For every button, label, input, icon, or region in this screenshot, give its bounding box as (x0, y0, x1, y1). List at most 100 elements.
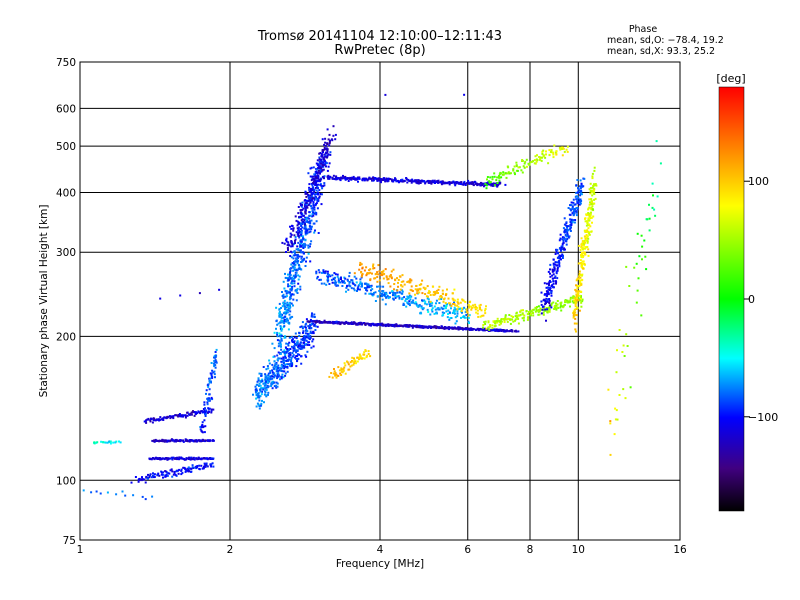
scatter-point (397, 295, 400, 297)
scatter-point (309, 327, 312, 330)
scatter-point (435, 311, 438, 314)
scatter-point (553, 308, 556, 310)
scatter-point (440, 325, 443, 328)
scatter-point (583, 229, 586, 232)
scatter-point (569, 227, 572, 230)
scatter-point (278, 308, 281, 311)
scatter-point (184, 470, 187, 473)
scatter-point (360, 275, 363, 278)
scatter-point (320, 158, 323, 161)
scatter-point (289, 306, 292, 309)
scatter-point (567, 236, 570, 239)
scatter-point (465, 308, 468, 311)
scatter-point (517, 166, 520, 169)
scatter-point (328, 144, 331, 147)
scatter-point (292, 298, 295, 301)
scatter-point (486, 178, 488, 181)
scatter-point (153, 417, 156, 420)
scatter-point (393, 288, 395, 291)
scatter-point (309, 230, 312, 233)
scatter-point (492, 329, 495, 332)
scatter-point (298, 335, 301, 337)
scatter-point (280, 367, 283, 370)
scatter-point (323, 182, 326, 185)
scatter-point (580, 305, 583, 308)
scatter-point (558, 265, 561, 268)
scatter-point (312, 211, 315, 214)
scatter-point (418, 304, 421, 307)
scatter-point (493, 172, 496, 175)
scatter-point (529, 310, 532, 313)
scatter-point (302, 345, 305, 348)
scatter-point (407, 178, 410, 181)
scatter-point (456, 301, 459, 303)
scatter-point (655, 140, 658, 143)
scatter-point (495, 179, 498, 182)
scatter-point (335, 284, 338, 287)
scatter-point (464, 316, 467, 319)
scatter-point (347, 363, 350, 366)
colorbar-tick-label: −100 (748, 411, 778, 424)
scatter-point (425, 180, 428, 183)
scatter-point (499, 320, 502, 323)
scatter-point (640, 234, 643, 237)
scatter-point (576, 295, 579, 298)
scatter-point (326, 175, 329, 178)
scatter-point (435, 302, 437, 305)
scatter-point (290, 245, 293, 248)
scatter-point (483, 321, 486, 324)
scatter-point (264, 382, 267, 385)
scatter-point (318, 178, 321, 181)
scatter-point (566, 238, 569, 240)
scatter-point (373, 323, 376, 326)
scatter-point (550, 294, 553, 297)
scatter-point (548, 154, 551, 157)
scatter-point (456, 298, 459, 301)
scatter-point (312, 345, 315, 348)
scatter-point (569, 230, 572, 232)
scatter-point (433, 290, 436, 293)
scatter-point (310, 191, 312, 194)
scatter-point (141, 495, 144, 498)
scatter-point (576, 277, 579, 280)
scatter-point (300, 232, 303, 234)
scatter-point (556, 277, 559, 280)
scatter-point (341, 285, 344, 287)
y-tick-label: 300 (56, 247, 76, 259)
scatter-point (284, 302, 286, 305)
scatter-point (584, 220, 587, 223)
scatter-point (257, 403, 260, 406)
scatter-point (312, 207, 314, 210)
scatter-point (106, 441, 109, 444)
scatter-point (292, 257, 295, 260)
scatter-point (488, 180, 491, 183)
scatter-point (556, 300, 559, 302)
y-tick-label: 100 (56, 475, 76, 487)
scatter-point (196, 439, 199, 442)
scatter-point (514, 329, 517, 332)
scatter-point (480, 309, 483, 312)
scatter-point (385, 291, 388, 294)
scatter-point (180, 468, 183, 471)
scatter-point (298, 236, 301, 239)
scatter-point (553, 267, 556, 270)
scatter-point (212, 439, 215, 442)
scatter-point (311, 188, 314, 191)
scatter-point (488, 326, 491, 329)
scatter-point (308, 228, 311, 231)
scatter-point (544, 308, 547, 311)
scatter-point (446, 303, 448, 306)
scatter-point (288, 304, 291, 307)
scatter-point (161, 457, 164, 460)
scatter-point (293, 280, 296, 283)
scatter-point (309, 243, 312, 245)
scatter-point (390, 270, 393, 273)
scatter-point (137, 478, 140, 481)
scatter-point (574, 305, 577, 308)
scatter-point (523, 314, 526, 317)
scatter-point (261, 378, 264, 381)
scatter-point (575, 279, 578, 282)
scatter-point (558, 262, 561, 264)
scatter-point (327, 279, 330, 282)
